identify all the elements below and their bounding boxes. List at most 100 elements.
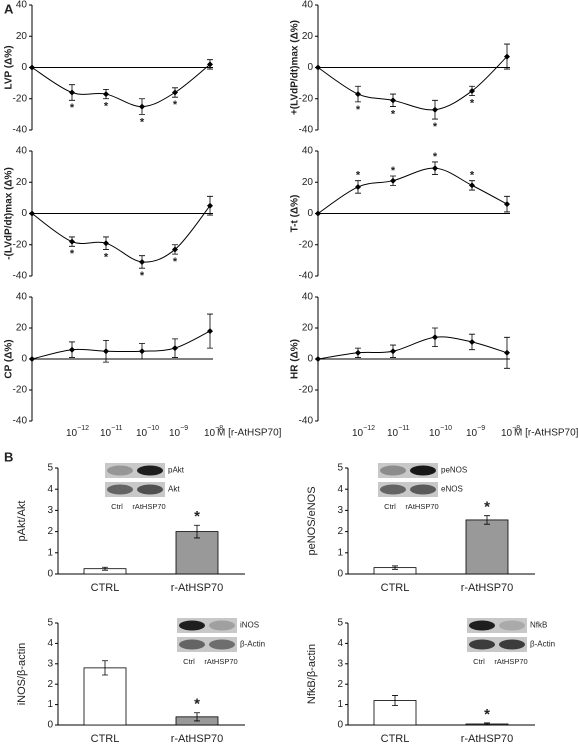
data-point xyxy=(29,210,35,217)
blot-band xyxy=(469,639,495,650)
data-point xyxy=(432,106,438,113)
y-tick-label: 0 xyxy=(337,720,343,731)
blot-lane-label: rAtHSP70 xyxy=(494,657,527,666)
blot-row-label: peNOS xyxy=(441,466,467,475)
y-axis-label: T-t (Δ%) xyxy=(290,195,301,233)
significance-marker: * xyxy=(433,151,438,163)
data-point xyxy=(29,64,35,71)
tick-base: 10 xyxy=(387,428,399,439)
error-bar xyxy=(102,566,108,571)
x-axis-label: M [r-AtHSP70] xyxy=(217,428,282,439)
blot-row-label: Akt xyxy=(168,485,180,494)
blot-lane-label: rAtHSP70 xyxy=(204,657,237,666)
data-point xyxy=(172,89,178,96)
data-line xyxy=(31,330,211,360)
y-tick-label: -20 xyxy=(299,239,314,250)
y-tick-label: 0 xyxy=(21,208,27,219)
data-point xyxy=(103,91,109,98)
y-tick-label: 0 xyxy=(337,569,343,580)
error-bar xyxy=(392,565,398,570)
y-tick-label: -40 xyxy=(299,416,314,427)
error-bar xyxy=(194,712,200,722)
tick-base: 10 xyxy=(66,428,78,439)
bar xyxy=(373,700,417,726)
significance-marker: * xyxy=(173,99,178,111)
y-tick-label: 5 xyxy=(337,463,343,474)
y-tick-label: -40 xyxy=(299,271,314,282)
x-tick-label: CTRL xyxy=(381,582,410,594)
y-tick-label: 2 xyxy=(337,526,343,537)
tick-exponent: −12 xyxy=(77,425,89,432)
data-point xyxy=(315,210,321,217)
blot-band xyxy=(380,465,406,476)
x-tick-label: 10−10 xyxy=(429,425,452,439)
x-tick-label: 10−11 xyxy=(100,425,123,439)
significance-marker: * xyxy=(140,116,145,128)
data-point xyxy=(172,246,178,253)
data-point xyxy=(504,201,510,208)
blot-row-label: NfkB xyxy=(530,621,547,630)
data-point xyxy=(390,348,396,355)
significance-marker: * xyxy=(356,104,361,116)
x-tick-label: 10−9 xyxy=(169,425,188,439)
data-point xyxy=(432,165,438,172)
tick-base: 10 xyxy=(352,428,364,439)
blot-band xyxy=(209,639,235,650)
data-point xyxy=(69,89,75,96)
blot-band xyxy=(107,484,133,495)
tick-base: 10 xyxy=(136,428,148,439)
error-bar xyxy=(194,524,200,539)
blot-row-label: eNOS xyxy=(441,485,463,494)
y-tick-label: -40 xyxy=(13,271,28,282)
blot-band xyxy=(380,484,406,495)
blot-band xyxy=(410,465,436,476)
y-tick-label: 0 xyxy=(21,354,27,365)
data-point xyxy=(390,177,396,184)
tick-base: 10 xyxy=(100,428,112,439)
tick-base: 10 xyxy=(429,428,441,439)
y-tick-label: 2 xyxy=(47,526,53,537)
blot-row-label: β-Actin xyxy=(240,640,265,649)
significance-marker: * xyxy=(391,165,396,177)
y-tick-label: 40 xyxy=(16,0,28,11)
data-point xyxy=(315,356,321,362)
blot-row-label: iNOS xyxy=(240,621,259,630)
data-point xyxy=(139,103,145,110)
significance-marker: * xyxy=(356,170,361,182)
blot-lane-label: rAtHSP70 xyxy=(405,502,438,511)
bar xyxy=(465,519,509,575)
tick-base: 10 xyxy=(501,428,513,439)
panel-letter: A xyxy=(4,1,14,16)
bar xyxy=(83,667,127,726)
tick-exponent: −10 xyxy=(440,425,452,432)
y-tick-label: 1 xyxy=(337,547,343,558)
blot-lane-label: rAtHSP70 xyxy=(132,502,165,511)
panel-letter: B xyxy=(4,449,13,464)
data-point xyxy=(139,348,145,355)
y-tick-label: 3 xyxy=(47,658,53,669)
blot-lane-label: Ctrl xyxy=(473,657,485,666)
y-axis-label: HR (Δ%) xyxy=(290,339,301,379)
y-axis-label: iNOS/β-actin xyxy=(16,643,28,706)
y-tick-label: -40 xyxy=(13,125,28,136)
significance-marker: * xyxy=(194,696,200,713)
data-line xyxy=(317,336,508,360)
data-point xyxy=(103,348,109,355)
y-axis-label: NfkB/β-actin xyxy=(306,644,318,704)
blot-lane-label: Ctrl xyxy=(384,502,396,511)
significance-marker: * xyxy=(104,101,109,113)
x-tick-label: CTRL xyxy=(381,733,410,745)
data-point xyxy=(69,238,75,245)
y-tick-label: 1 xyxy=(47,699,53,710)
blot-band xyxy=(179,639,205,650)
blot-band xyxy=(179,620,205,631)
significance-marker: * xyxy=(70,248,75,260)
blot-band xyxy=(209,620,235,631)
y-tick-label: 40 xyxy=(16,292,28,303)
y-tick-label: 5 xyxy=(47,618,53,629)
x-tick-label: r-AtHSP70 xyxy=(171,733,224,745)
error-bar xyxy=(102,660,108,676)
significance-marker: * xyxy=(194,508,200,525)
y-tick-label: -40 xyxy=(13,416,28,427)
data-point xyxy=(469,87,475,94)
